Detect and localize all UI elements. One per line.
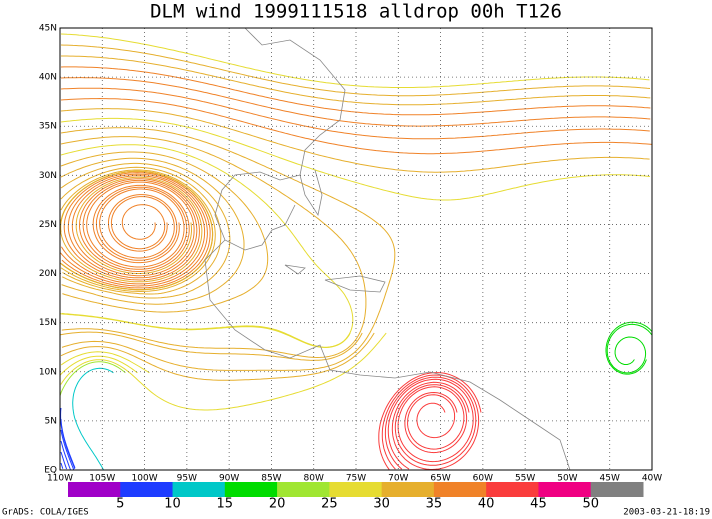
streamline [60,66,651,116]
colorbar-label: 40 [478,497,495,512]
x-tick-label: 45W [600,474,620,484]
streamline [60,117,650,201]
streamline [60,429,75,471]
streamline [381,374,480,471]
colorbar-label: 25 [321,497,338,512]
x-tick-label: 80W [304,474,324,484]
streamline [59,361,126,396]
colorbar-swatch [590,482,644,497]
streamline [60,451,68,470]
colorbar-label: 15 [217,497,234,512]
streamline [60,87,650,140]
y-tick-label: 45N [39,24,57,34]
y-tick-label: 40N [39,73,57,83]
colorbar-swatch [329,482,383,497]
coastline [204,27,571,471]
streamline [60,44,651,97]
map-frame [59,27,653,471]
x-tick-label: 70W [388,474,408,484]
streamline [60,313,351,349]
colorbar-swatch [381,482,435,497]
streamline [384,376,477,470]
x-tick-label: 50W [557,474,577,484]
streamline [60,169,216,293]
streamline [60,166,222,295]
streamline [59,355,138,376]
y-tick-label: 5N [45,416,57,426]
colorbar: 5 10 15 20 25 30 35 40 45 50 [68,482,644,512]
streamline [60,351,150,374]
colorbar-swatch [486,482,539,497]
streamline [60,175,206,285]
x-tick-label: 100W [132,474,158,484]
colorbar-label: 20 [269,497,286,512]
colorbar-label: 35 [426,497,443,512]
streamline [59,170,214,291]
streamline [60,127,396,371]
colorbar-label: 10 [164,497,181,512]
x-tick-label: 105W [89,474,115,484]
streamline [60,33,650,88]
colorbar-swatch [433,482,487,497]
streamline [60,331,363,361]
islands [284,264,386,293]
colorbar-swatch [224,482,278,497]
y-tick-label: 30N [39,171,57,181]
streamline [60,418,76,468]
streamline [606,323,653,374]
streamline [60,136,367,359]
streamline [61,55,651,106]
x-tick-label: 65W [430,474,450,484]
streamline [72,367,114,471]
x-tick-label: 60W [473,474,493,484]
y-tick-label: 15N [39,318,57,328]
streamline [60,440,71,470]
streamline [60,77,651,127]
x-tick-label: 75W [346,474,366,484]
y-tick-label: 25N [39,220,57,230]
colorbar-label: 5 [116,497,124,512]
colorbar-swatch [277,482,330,497]
colorbar-label: 30 [373,497,390,512]
x-tick-label: 55W [515,474,535,484]
streamline [60,462,64,469]
streamline [60,332,387,411]
streamline [60,162,231,299]
streamline [60,151,269,313]
map-title: DLM wind 1999111518 alldrop 00h T126 [150,1,562,23]
x-tick-label: 85W [261,474,281,484]
y-tick-label: 20N [39,269,57,279]
colorbar-swatch [68,482,121,497]
footer-right: 2003-03-21-18:19 [623,508,710,518]
x-tick-label: 90W [219,474,239,484]
streamline [60,157,245,305]
y-tick-label: 10N [39,367,57,377]
colorbar-label: 45 [530,497,547,512]
streamline [60,97,652,155]
colorbar-swatch [120,482,174,497]
grid: 110W 105W 100W 95W 90W 85W 80W 75W 70W 65W 60W 55W 5… [39,24,662,484]
x-tick-label: 110W [47,474,73,484]
streamline [387,378,474,470]
footer-left: GrADS: COLA/IGES [2,508,89,518]
streamline [61,172,211,289]
streamlines [59,33,653,471]
y-tick-label: 35N [39,122,57,132]
streamline [60,108,650,173]
colorbar-swatch [538,482,592,497]
colorbar-swatch [172,482,226,497]
streamline [378,372,482,470]
x-tick-label: 40W [642,474,662,484]
x-tick-label: 95W [177,474,197,484]
colorbar-label: 50 [582,497,599,512]
streamline [60,173,208,287]
y-tick-label: EQ [44,466,57,476]
streamline [60,332,375,381]
streamline [605,321,653,375]
